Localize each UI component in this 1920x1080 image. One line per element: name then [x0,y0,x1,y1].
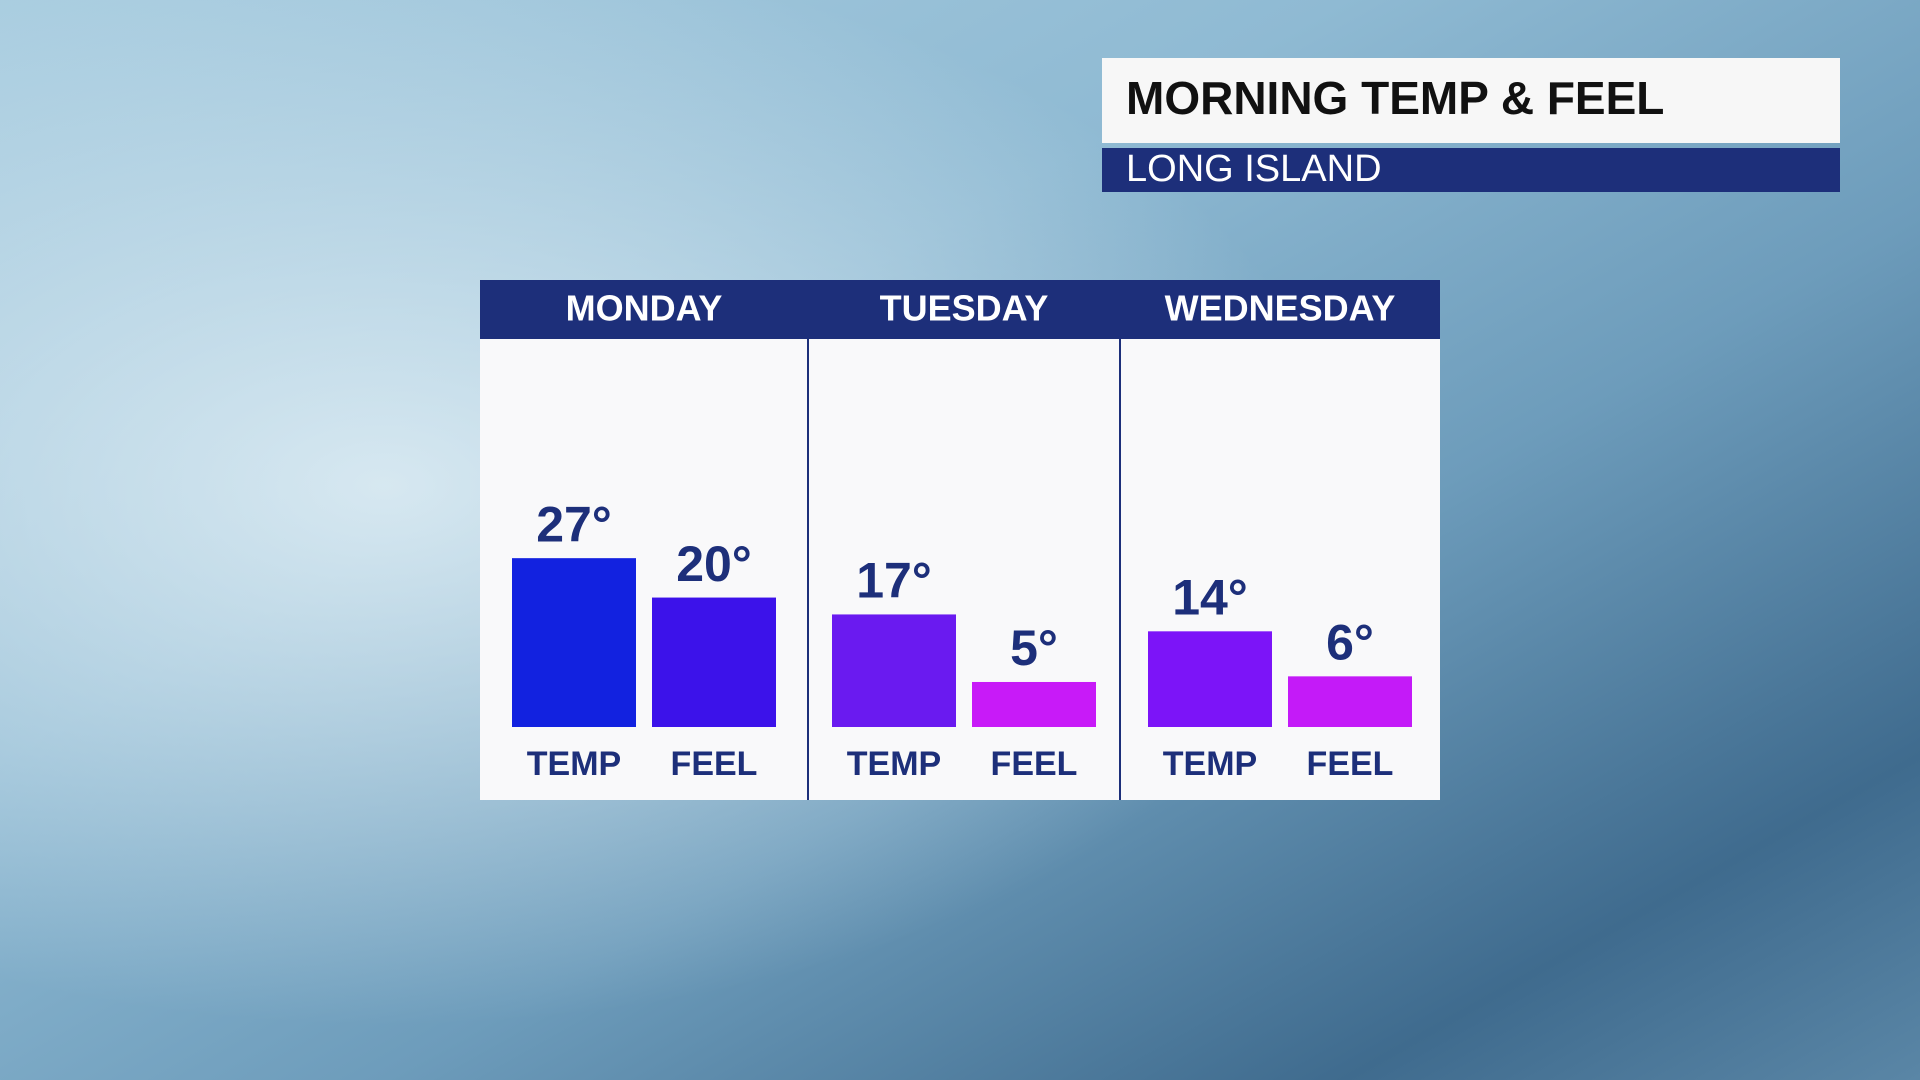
bar [1288,676,1412,727]
title-box [1102,58,1840,143]
bar [972,681,1096,727]
day-label: WEDNESDAY [1165,288,1396,329]
series-label: TEMP [527,745,621,783]
bar [652,597,776,727]
bar [832,614,956,727]
day-label: MONDAY [566,288,723,329]
day-label: TUESDAY [880,288,1049,329]
value-label: 17° [856,553,932,609]
value-label: 27° [536,496,612,552]
value-label: 14° [1172,570,1248,626]
value-label: 20° [676,536,752,592]
value-label: 5° [1010,620,1058,676]
value-label: 6° [1326,615,1374,671]
panel-header [480,280,1440,339]
series-label: TEMP [1163,745,1257,783]
bar [512,558,636,727]
chart-title: MORNING TEMP & FEEL [1126,72,1664,124]
series-label: FEEL [991,745,1078,783]
bar [1148,631,1272,727]
series-label: FEEL [1307,745,1394,783]
panel [480,280,1440,800]
series-label: TEMP [847,745,941,783]
series-label: FEEL [671,745,758,783]
subtitle-box [1102,148,1840,192]
chart-subtitle: LONG ISLAND [1126,148,1382,190]
